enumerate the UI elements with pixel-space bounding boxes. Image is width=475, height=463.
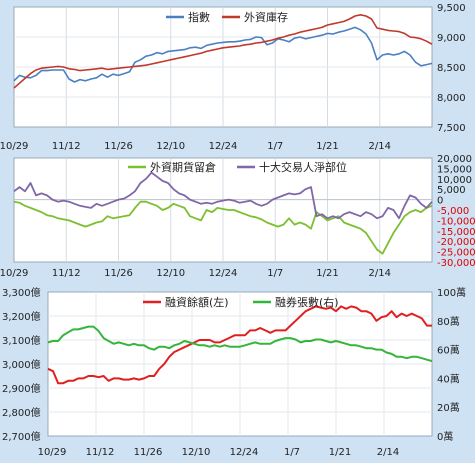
middle-xtick-0: 10/29 [0, 268, 28, 279]
top-legend-0-label: 指數 [188, 10, 210, 24]
bottom-xtick-5: 1/7 [284, 447, 300, 458]
bottom-ytick-right-5: 0萬 [437, 430, 453, 443]
bottom-ytick-left-4: 2,900億 [2, 382, 41, 395]
bottom-ytick-right-2: 60萬 [437, 344, 460, 357]
middle-legend-1-label: 十大交易人淨部位 [259, 160, 347, 174]
bottom-ytick-left-6: 2,700億 [2, 430, 41, 443]
bottom-xtick-1: 11/12 [86, 447, 115, 458]
top-xtick-0: 10/29 [0, 141, 28, 152]
bottom-legend-0-label: 融資餘額(左) [165, 295, 229, 309]
middle-ytick-neg-4: -25,000 [437, 248, 475, 259]
bottom-xtick-4: 12/24 [230, 447, 259, 458]
top-xtick-7: 2/14 [369, 141, 391, 152]
top-ytick-0: 7,500 [437, 123, 466, 134]
bottom-ytick-left-5: 2,800億 [2, 406, 41, 419]
bottom-ytick-right-3: 40萬 [437, 372, 460, 385]
middle-ytick-neg-3: -20,000 [437, 237, 475, 248]
bottom-series-1-line [47, 325, 433, 363]
middle-ytick-pos-4: 0 [437, 196, 443, 207]
top-xtick-6: 1/21 [316, 141, 338, 152]
top-xtick-5: 1/7 [267, 141, 283, 152]
top-ytick-1: 8,000 [437, 93, 466, 104]
top-series-1-line [13, 14, 433, 89]
bottom-xtick-6: 1/21 [329, 447, 351, 458]
top-legend-1-label: 外資庫存 [244, 10, 288, 24]
middle-xtick-2: 11/26 [104, 268, 133, 279]
middle-series-0-line [13, 200, 433, 255]
top-ytick-4: 9,500 [437, 3, 466, 14]
bottom-xtick-7: 2/14 [377, 447, 399, 458]
bottom-ytick-right-1: 80萬 [437, 315, 460, 328]
bottom-xtick-0: 10/29 [38, 447, 67, 458]
bottom-xtick-3: 12/10 [182, 447, 211, 458]
middle-xtick-4: 12/24 [209, 268, 238, 279]
bottom-legend-1-label: 融券張數(右) [275, 295, 339, 309]
top-series-0-line [13, 26, 433, 83]
middle-ytick-neg-0: -5,000 [437, 206, 469, 217]
top-xtick-3: 12/10 [156, 141, 185, 152]
middle-series-1-line [13, 171, 433, 220]
middle-ytick-pos-2: 10,000 [437, 175, 472, 186]
bottom-series-0-line [47, 305, 432, 385]
middle-xtick-3: 12/10 [156, 268, 185, 279]
middle-xtick-7: 2/14 [369, 268, 391, 279]
middle-ytick-pos-0: 20,000 [437, 154, 472, 165]
bottom-ytick-left-2: 3,100億 [2, 334, 41, 347]
bottom-ytick-left-1: 3,200億 [2, 310, 41, 323]
bottom-ytick-right-4: 20萬 [437, 401, 460, 414]
middle-legend-0-label: 外資期貨留倉 [150, 160, 216, 174]
top-xtick-2: 11/26 [104, 141, 133, 152]
bottom-ytick-right-0: 100萬 [437, 286, 466, 299]
middle-ytick-neg-1: -10,000 [437, 216, 475, 227]
middle-ytick-neg-2: -15,000 [437, 227, 475, 238]
top-xtick-1: 11/12 [52, 141, 81, 152]
bottom-ytick-left-0: 3,300億 [2, 286, 41, 299]
bottom-ytick-left-3: 3,000億 [2, 358, 41, 371]
middle-xtick-1: 11/12 [52, 268, 81, 279]
top-ytick-3: 9,000 [437, 33, 466, 44]
middle-xtick-5: 1/7 [267, 268, 283, 279]
bottom-xtick-2: 11/26 [134, 447, 163, 458]
middle-xtick-6: 1/21 [316, 268, 338, 279]
middle-ytick-pos-1: 15,000 [437, 164, 472, 175]
top-xtick-4: 12/24 [209, 141, 238, 152]
middle-ytick-neg-5: -30,000 [437, 258, 475, 269]
middle-ytick-pos-3: 5,000 [437, 185, 466, 196]
top-ytick-2: 8,500 [437, 63, 466, 74]
